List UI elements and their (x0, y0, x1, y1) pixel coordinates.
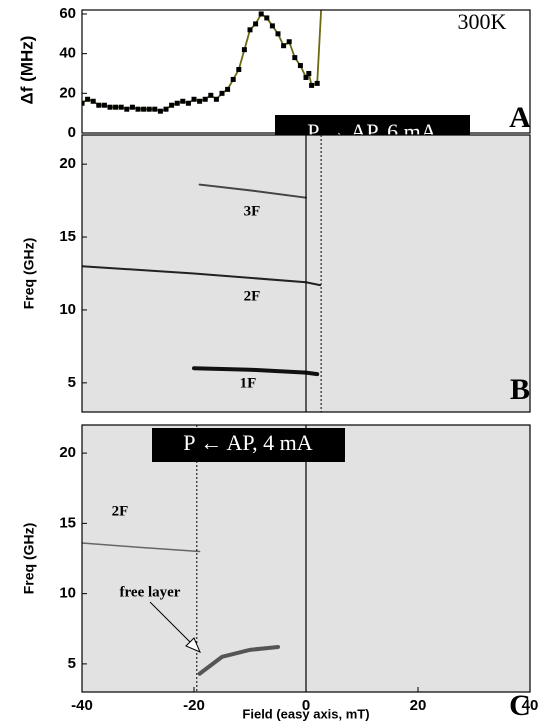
data-point (309, 82, 315, 88)
y-tick-label: 20 (59, 444, 76, 461)
data-point (197, 98, 203, 104)
data-point (129, 104, 135, 110)
data-point (157, 108, 163, 114)
y-tick-label: 20 (59, 155, 76, 172)
annotation: 300K (458, 9, 507, 34)
data-point (258, 11, 264, 17)
annotation: 2F (112, 503, 129, 519)
mode-trace (82, 542, 201, 553)
data-point (306, 70, 312, 76)
data-point (208, 92, 214, 98)
data-point (213, 96, 219, 102)
data-point (124, 106, 130, 112)
y-tick-label: 40 (59, 45, 76, 62)
panel: 5 10 15 20 -40 -20 0 20 40 Freq (GHz) Field (easy … (21, 424, 539, 722)
panel-label: C (509, 689, 531, 722)
mode-trace (192, 366, 320, 377)
data-point (219, 90, 225, 96)
y-axis-label: Freq (GHz) (21, 523, 37, 595)
data-point (90, 98, 96, 104)
data-point (169, 102, 175, 108)
data-point (264, 15, 270, 21)
mode-trace (197, 645, 280, 676)
arrow-head (185, 637, 201, 653)
annotation: 2F (244, 288, 261, 304)
data-point (191, 96, 197, 102)
data-point (314, 80, 320, 86)
arrow (149, 601, 197, 649)
data-point (297, 63, 303, 69)
mode-trace (82, 265, 321, 287)
data-point (174, 100, 180, 106)
plot-area (82, 135, 322, 412)
data-point (247, 27, 253, 33)
y-axis-label: Freq (GHz) (21, 238, 37, 310)
data-point (303, 74, 309, 80)
y-tick-label: 60 (59, 5, 76, 22)
y-tick-label: 15 (59, 514, 76, 531)
annotation: P ← AP, 4 mA (183, 430, 313, 455)
x-tick-label: 40 (522, 697, 539, 714)
annotation: 3F (244, 203, 261, 219)
data-point (230, 76, 236, 82)
x-tick-label: 20 (410, 697, 427, 714)
data-point (269, 23, 275, 29)
annotation: free layer (120, 584, 181, 600)
panel: 5 10 15 20 Freq (GHz) B 3F 2F 1F (21, 134, 531, 413)
y-tick-label: 5 (68, 374, 76, 391)
data-point (82, 100, 85, 106)
x-tick-label: -40 (71, 697, 93, 714)
data-point (236, 67, 242, 73)
data-point (253, 21, 259, 27)
plot-area (82, 10, 323, 114)
data-line (82, 10, 323, 113)
y-tick-label: 10 (59, 301, 76, 318)
data-point (135, 106, 141, 112)
panel-label: A (509, 101, 531, 134)
data-point (292, 55, 298, 61)
plot-frame (81, 424, 531, 693)
x-axis-label: Field (easy axis, mT) (242, 706, 369, 721)
y-tick-label: 15 (59, 228, 76, 245)
data-point (85, 96, 91, 102)
x-tick-label: 0 (302, 697, 310, 714)
data-point (225, 86, 231, 92)
panel-label: B (510, 373, 530, 406)
y-tick-label: 5 (68, 655, 76, 672)
data-point (163, 106, 169, 112)
x-tick-label: -20 (183, 697, 205, 714)
annotation-box (152, 428, 345, 462)
mode-trace (198, 183, 307, 199)
y-axis-label: Δf (MHz) (17, 36, 36, 105)
annotation: 1F (240, 375, 257, 391)
data-point (180, 98, 186, 104)
plot-area (82, 425, 307, 692)
data-point (286, 39, 292, 45)
data-point (101, 102, 107, 108)
data-point (141, 106, 147, 112)
y-tick-label: 20 (59, 84, 76, 101)
y-tick-label: 10 (59, 585, 76, 602)
data-point (96, 102, 102, 108)
y-tick-label: 0 (68, 124, 76, 141)
data-point (107, 104, 113, 110)
data-point (113, 104, 119, 110)
data-point (152, 106, 158, 112)
data-point (118, 104, 124, 110)
data-point (146, 106, 152, 112)
data-point (281, 43, 287, 49)
data-point (241, 47, 247, 53)
data-point (202, 96, 208, 102)
data-point (185, 100, 191, 106)
data-point (275, 31, 281, 37)
plot-frame (81, 134, 531, 413)
